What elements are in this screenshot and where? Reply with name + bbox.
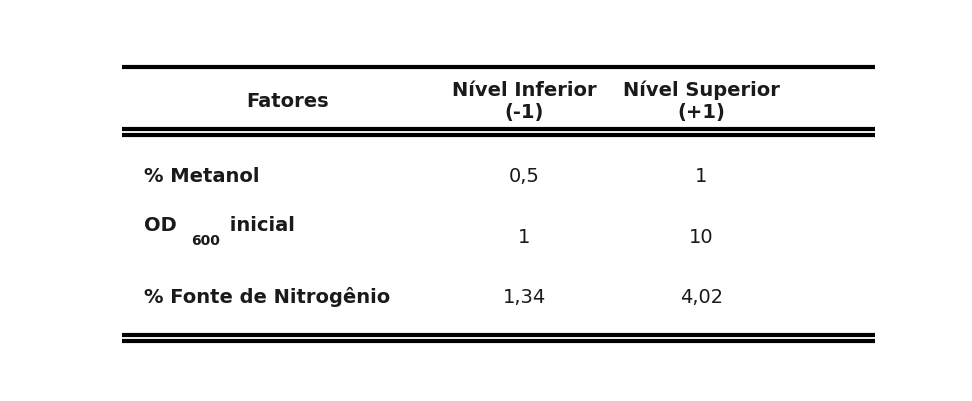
Text: 4,02: 4,02 <box>680 287 723 306</box>
Text: Fatores: Fatores <box>246 92 329 111</box>
Text: 0,5: 0,5 <box>509 167 540 186</box>
Text: 1,34: 1,34 <box>503 287 546 306</box>
Text: inicial: inicial <box>224 215 295 234</box>
Text: Nível Inferior
(-1): Nível Inferior (-1) <box>452 81 597 122</box>
Text: % Fonte de Nitrogênio: % Fonte de Nitrogênio <box>144 287 391 307</box>
Text: 1: 1 <box>695 167 708 186</box>
Text: 1: 1 <box>518 227 531 246</box>
Text: Nível Superior
(+1): Nível Superior (+1) <box>623 81 780 122</box>
Text: OD: OD <box>144 215 177 234</box>
Text: % Metanol: % Metanol <box>144 167 260 186</box>
Text: 10: 10 <box>689 227 713 246</box>
Text: 600: 600 <box>191 233 220 247</box>
